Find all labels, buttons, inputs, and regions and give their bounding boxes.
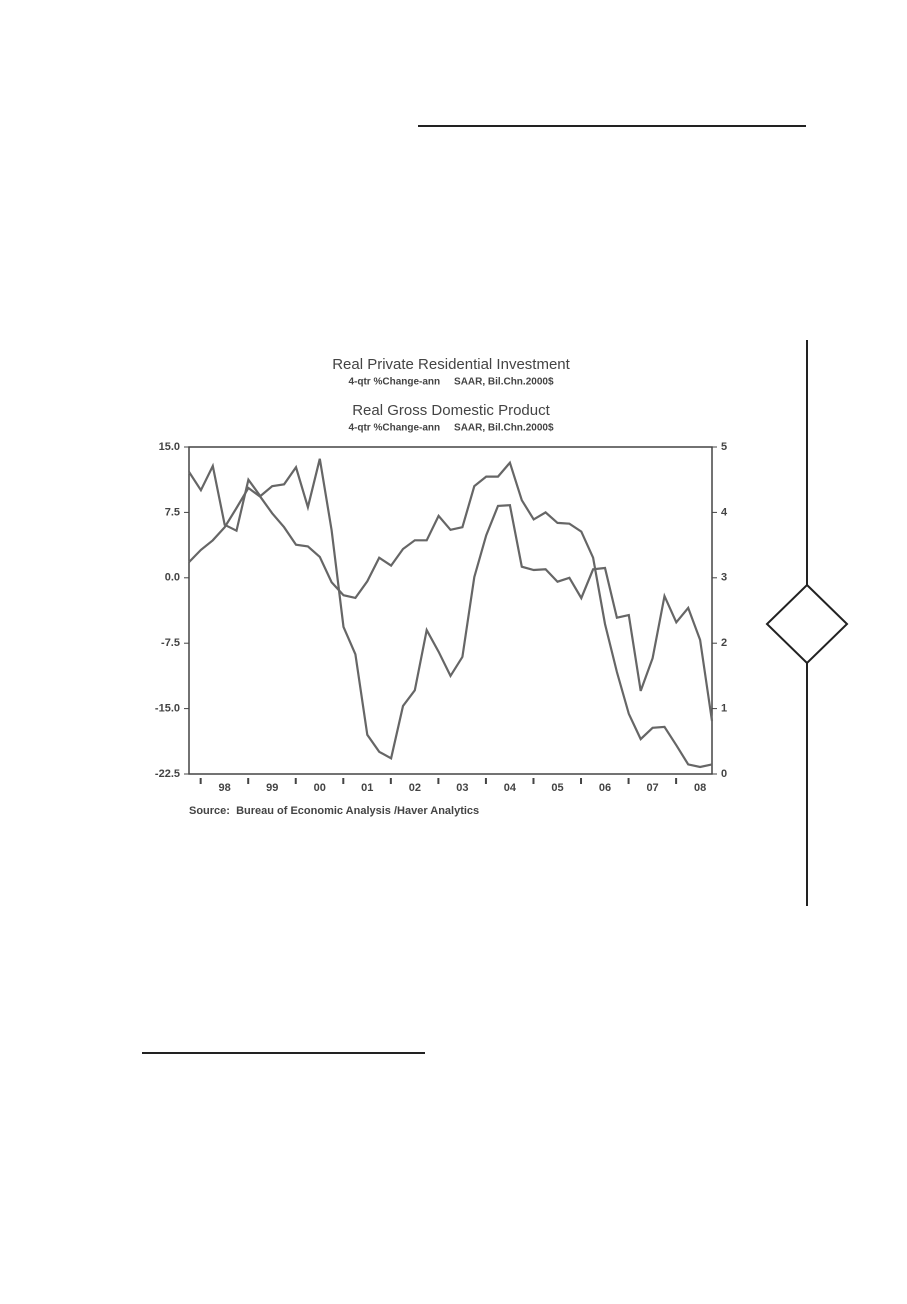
x-tick-label: 06 — [599, 782, 611, 794]
x-tick-label: 98 — [219, 782, 231, 794]
source: Source: Bureau of Economic Analysis /Hav… — [189, 805, 479, 817]
x-tick-label: 03 — [456, 782, 468, 794]
series-line — [188, 460, 713, 769]
series-title: Real Private Residential Investment — [332, 356, 570, 373]
y-tick-label: 0.0 — [165, 572, 180, 584]
x-tick-label: 08 — [694, 782, 706, 794]
y-tick-label: 7.5 — [165, 506, 180, 518]
x-tick-label: 02 — [409, 782, 421, 794]
y2-tick-label: 5 — [721, 441, 727, 453]
series-title: Real Gross Domestic Product — [352, 402, 550, 419]
series-note: 4-qtr %Change-ann SAAR, Bil.Chn.2000$ — [348, 423, 553, 434]
y-tick-label: -7.5 — [161, 637, 180, 649]
x-tick-label: 00 — [314, 782, 326, 794]
y2-tick-label: 0 — [721, 768, 727, 780]
x-tick-label: 04 — [504, 782, 517, 794]
plot-frame — [188, 446, 713, 775]
y2-tick-label: 3 — [721, 572, 727, 584]
series-line — [188, 458, 714, 760]
y-tick-label: 15.0 — [159, 441, 180, 453]
y2-tick-label: 4 — [721, 506, 728, 518]
y2-tick-label: 1 — [721, 703, 727, 715]
y-tick-label: -15.0 — [155, 703, 180, 715]
x-tick-label: 05 — [551, 782, 563, 794]
x-tick-label: 07 — [646, 782, 658, 794]
y2-tick-label: 2 — [721, 637, 727, 649]
x-tick-label: 01 — [361, 782, 373, 794]
decision-diamond — [765, 583, 849, 665]
series-note: 4-qtr %Change-ann SAAR, Bil.Chn.2000$ — [348, 377, 553, 388]
y-tick-label: -22.5 — [155, 768, 180, 780]
x-tick-label: 99 — [266, 782, 278, 794]
